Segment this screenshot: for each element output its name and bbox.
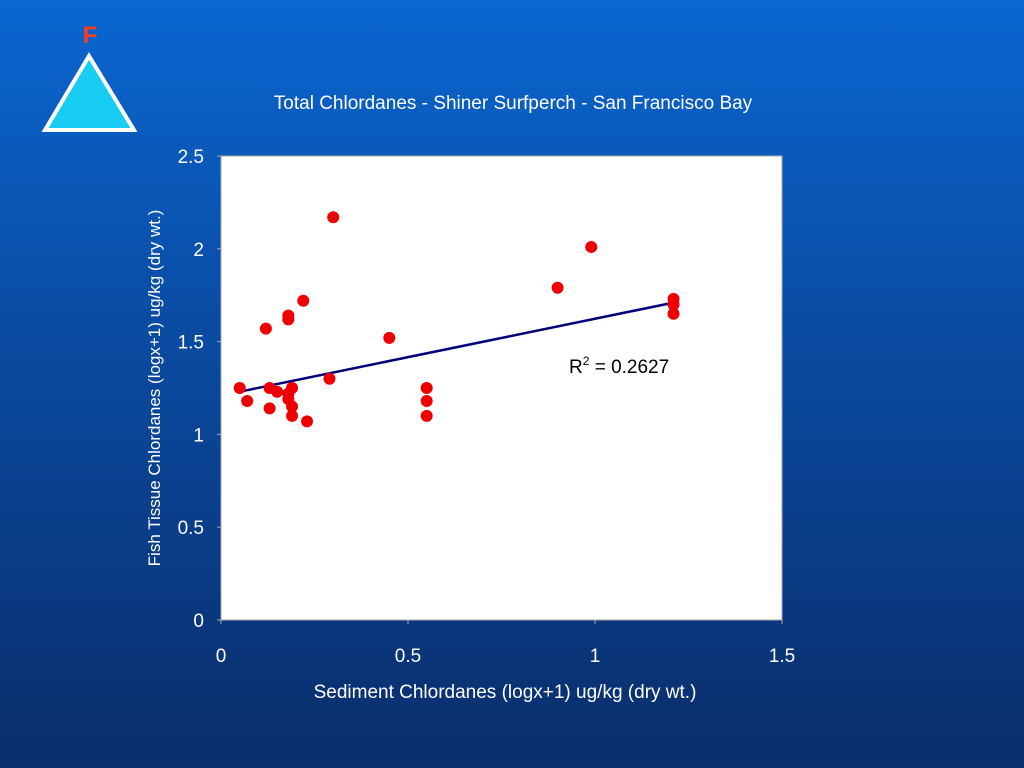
y-tick-label: 0	[193, 611, 204, 632]
r2-base: R	[569, 357, 583, 378]
logo-letter: F	[82, 22, 98, 49]
y-tick-label: 1.5	[178, 333, 204, 354]
data-point	[383, 331, 396, 344]
data-point	[551, 281, 564, 294]
data-point	[327, 211, 340, 224]
y-tick-label: 0.5	[178, 518, 204, 539]
data-point	[241, 394, 254, 407]
data-point	[263, 402, 276, 415]
y-tick-label: 2	[193, 240, 204, 261]
chart-title: Total Chlordanes - Shiner Surfperch - Sa…	[274, 93, 753, 114]
data-point	[667, 307, 680, 320]
data-point	[286, 382, 299, 394]
data-point	[297, 294, 310, 307]
data-points	[233, 211, 680, 428]
y-tick-label: 1	[193, 425, 204, 446]
data-point	[286, 400, 299, 413]
data-point	[271, 385, 284, 398]
data-point	[420, 394, 433, 407]
triangle-logo-icon	[41, 52, 138, 132]
data-point	[323, 372, 336, 385]
x-axis-ticks: 0 0.5 1 1.5	[216, 620, 795, 667]
x-tick-label: 1	[590, 646, 601, 667]
trendline	[239, 301, 674, 393]
data-point	[282, 313, 295, 326]
data-point	[667, 298, 680, 311]
x-axis-label: Sediment Chlordanes (logx+1) ug/kg (dry …	[314, 682, 697, 703]
x-tick-label: 0.5	[395, 646, 421, 667]
r2-value: = 0.2627	[589, 357, 669, 378]
y-tick-label: 2.5	[178, 147, 204, 168]
plot-area	[220, 155, 783, 621]
data-point	[233, 382, 246, 394]
data-point	[420, 409, 433, 422]
r-squared-annotation: R2 = 0.2627	[569, 354, 669, 378]
r2-superscript: 2	[583, 354, 590, 368]
data-point	[301, 415, 314, 428]
y-axis-ticks: 0 0.5 1 1.5 2 2.5	[178, 147, 221, 632]
y-axis-label: Fish Tissue Chlordanes (logx+1) ug/kg (d…	[145, 210, 164, 567]
x-tick-label: 1.5	[769, 646, 795, 667]
data-point	[286, 409, 299, 422]
x-tick-label: 0	[216, 646, 227, 667]
data-point	[420, 382, 433, 394]
data-point	[259, 322, 272, 335]
data-point	[585, 240, 598, 253]
